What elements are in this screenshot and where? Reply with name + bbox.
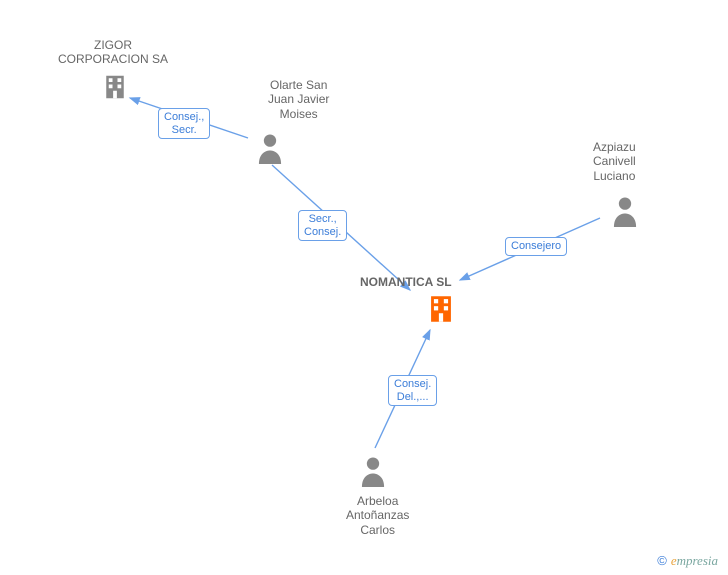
node-label: Azpiazu Canivell Luciano [593, 140, 636, 183]
watermark: ©empresia [657, 553, 718, 569]
edge-label: Consej. Del.,... [388, 375, 437, 406]
center-node-label: NOMANTICA SL [360, 275, 452, 289]
center-node[interactable] [424, 292, 458, 329]
node-label: ZIGOR CORPORACION SA [58, 38, 168, 67]
edge-label: Consej., Secr. [158, 108, 210, 139]
person-icon [610, 195, 640, 230]
node-arbeloa-label: Arbeloa Antoñanzas Carlos [346, 490, 409, 537]
building-icon [424, 292, 458, 329]
node-label: Olarte San Juan Javier Moises [268, 78, 329, 121]
node-azpiazu[interactable]: Azpiazu Canivell Luciano [593, 140, 636, 187]
edge-label: Secr., Consej. [298, 210, 347, 241]
person-icon [255, 132, 285, 167]
copyright-symbol: © [657, 553, 667, 568]
edge-label: Consejero [505, 237, 567, 256]
building-icon [100, 72, 130, 105]
node-zigor[interactable]: ZIGOR CORPORACION SA [58, 38, 168, 71]
node-label: Arbeloa Antoñanzas Carlos [346, 494, 409, 537]
brand-rest: mpresia [677, 553, 718, 568]
node-olarte[interactable]: Olarte San Juan Javier Moises [268, 78, 329, 125]
person-icon [358, 455, 388, 490]
